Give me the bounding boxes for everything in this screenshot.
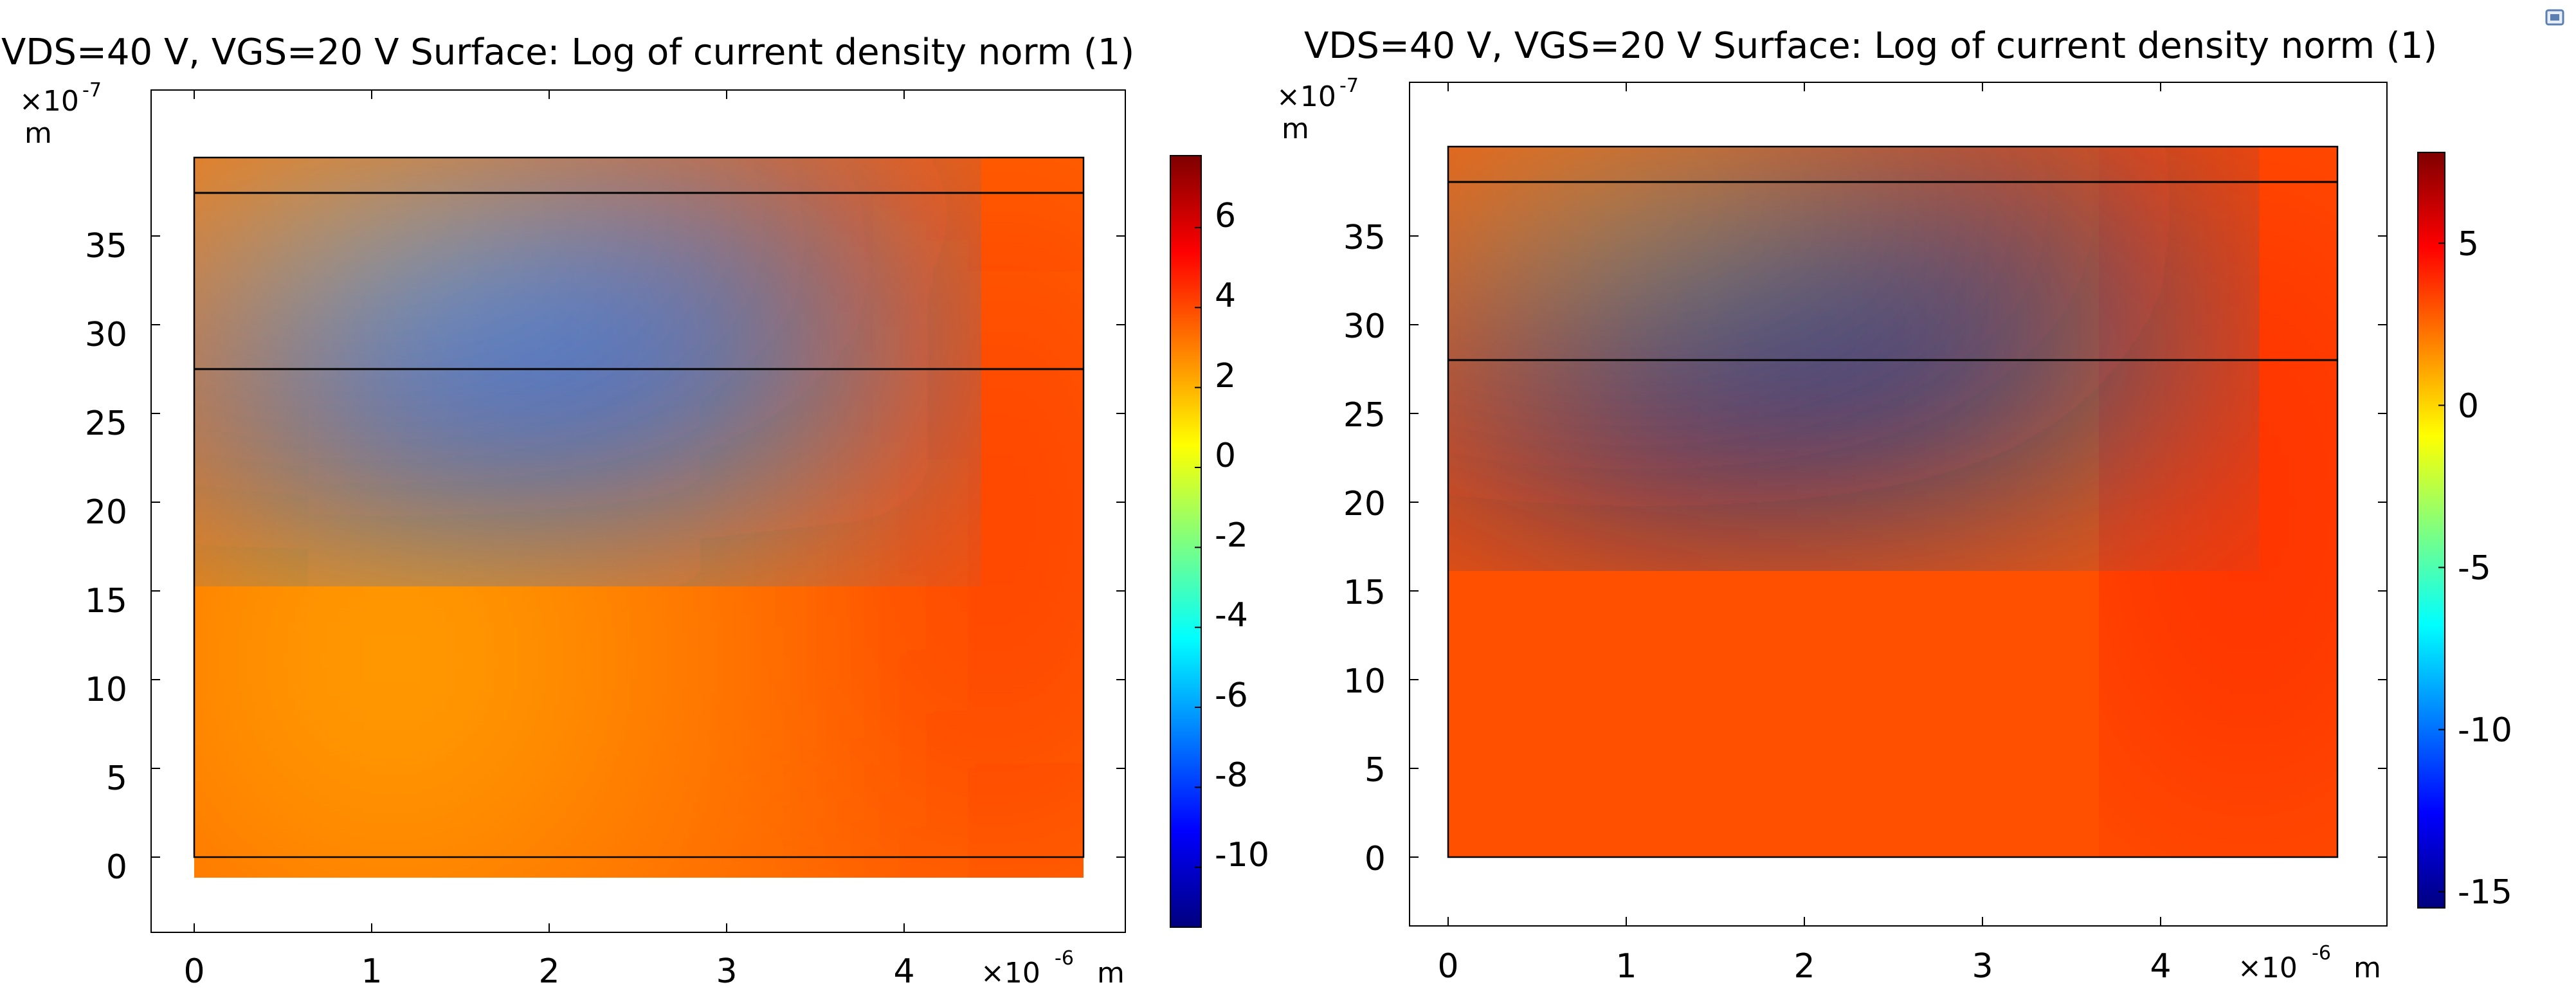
y-exponent-left: -7 bbox=[82, 79, 102, 102]
y-tick-label-left: 20 bbox=[85, 493, 127, 532]
y-unit-label-left: m bbox=[24, 117, 52, 150]
y-tick-label-left: 10 bbox=[85, 671, 127, 709]
y-tick-label-left: 35 bbox=[85, 227, 127, 266]
colorbar-label-left: -6 bbox=[1215, 676, 1248, 715]
x-exponent-right: -6 bbox=[2312, 942, 2331, 964]
inversion-overlay-left bbox=[194, 206, 640, 244]
x-tick-label-left: 1 bbox=[361, 952, 382, 991]
colorbar-gradient-left bbox=[1170, 155, 1202, 928]
x-tick-label-left: 3 bbox=[716, 952, 737, 991]
y-tick-label-left: 5 bbox=[106, 759, 127, 798]
domain-outline-right bbox=[1447, 145, 2339, 858]
depletion-region-left bbox=[194, 254, 814, 510]
plot-right-title: VDS=40 V, VGS=20 V Surface: Log of curre… bbox=[1304, 25, 2437, 67]
colorbar-label-right: 0 bbox=[2458, 387, 2479, 426]
x-unit-label-right: m bbox=[2354, 952, 2381, 984]
colorbar-label-left: 4 bbox=[1215, 276, 1236, 315]
x-ticks-left: 0 1 2 3 4 ×10 -6 m bbox=[183, 947, 1124, 991]
y-ticks-right: 0 5 10 15 20 25 30 35 bbox=[1343, 219, 1386, 878]
colorbar-label-left: 2 bbox=[1215, 357, 1236, 395]
x-multiplier-left: ×10 bbox=[981, 957, 1040, 990]
colorbar-left: -10 -8 -6 -4 -2 0 2 4 6 bbox=[1170, 155, 1269, 928]
x-tick-label-right: 1 bbox=[1615, 947, 1637, 986]
y-tick-label-right: 5 bbox=[1365, 751, 1386, 790]
y-ticks-left: 0 5 10 15 20 25 30 35 bbox=[85, 227, 127, 887]
y-tick-label-right: 35 bbox=[1343, 219, 1386, 257]
x-tick-label-left: 0 bbox=[183, 952, 204, 991]
y-tick-label-left: 30 bbox=[85, 316, 127, 354]
x-tick-label-left: 2 bbox=[538, 952, 559, 991]
plot-left: VDS=40 V, VGS=20 V Surface: Log of curre… bbox=[1, 32, 1269, 991]
gate-contact-left bbox=[374, 158, 527, 189]
colorbar-gradient-right bbox=[2417, 152, 2445, 909]
y-tick-label-left: 0 bbox=[106, 848, 127, 887]
drain-side-right bbox=[2141, 147, 2337, 857]
plot-right: VDS=40 V, VGS=20 V Surface: Log of curre… bbox=[1276, 25, 2512, 986]
domain-outline-left bbox=[193, 156, 1085, 858]
y-tick-label-left: 15 bbox=[85, 582, 127, 620]
tick-marks-right bbox=[1410, 82, 2387, 926]
x-tick-label-left: 4 bbox=[893, 952, 914, 991]
y-unit-right: ×10 -7 m bbox=[1276, 75, 1359, 145]
y-multiplier-left: ×10 bbox=[19, 85, 79, 118]
y-tick-label-right: 25 bbox=[1343, 396, 1386, 435]
y-unit-left: ×10 -7 m bbox=[19, 79, 102, 150]
y-tick-label-right: 15 bbox=[1343, 574, 1386, 612]
window-restore-icon[interactable] bbox=[2545, 9, 2564, 26]
colorbar-label-left: -4 bbox=[1215, 596, 1248, 635]
y-tick-label-right: 30 bbox=[1343, 307, 1386, 346]
depletion-top-right bbox=[1804, 147, 2116, 253]
x-exponent-left: -6 bbox=[1055, 947, 1074, 970]
colorbar-label-left: -10 bbox=[1215, 836, 1269, 874]
x-tick-label-right: 2 bbox=[1793, 947, 1815, 986]
y-tick-label-left: 25 bbox=[85, 404, 127, 443]
x-tick-label-right: 3 bbox=[1972, 947, 1993, 986]
y-tick-label-right: 20 bbox=[1343, 485, 1386, 523]
colorbar-label-left: -2 bbox=[1215, 516, 1248, 555]
colorbar-label-right: -15 bbox=[2458, 873, 2512, 912]
colorbar-label-left: 6 bbox=[1215, 197, 1236, 235]
depletion-region-right bbox=[1448, 239, 2092, 493]
surface-field-left bbox=[194, 158, 1084, 878]
gate-contact-right bbox=[1640, 147, 1783, 174]
y-tick-label-right: 10 bbox=[1343, 662, 1386, 701]
colorbar-right: -15 -10 -5 0 5 bbox=[2417, 152, 2512, 912]
tick-marks-left bbox=[151, 90, 1125, 932]
colorbar-label-left: 0 bbox=[1215, 437, 1236, 475]
drain-side-left bbox=[894, 158, 1084, 878]
plot-left-title: VDS=40 V, VGS=20 V Surface: Log of curre… bbox=[1, 32, 1134, 73]
x-ticks-right: 0 1 2 3 4 ×10 -6 m bbox=[1437, 942, 2381, 986]
colorbar-tick-marks-left bbox=[1195, 226, 1201, 868]
x-tick-label-right: 4 bbox=[2150, 947, 2171, 986]
colorbar-label-right: -10 bbox=[2458, 711, 2512, 750]
colorbar-label-right: -5 bbox=[2458, 549, 2491, 588]
x-tick-label-right: 0 bbox=[1437, 947, 1458, 986]
colorbar-label-left: -8 bbox=[1215, 756, 1248, 795]
y-exponent-right: -7 bbox=[1339, 75, 1359, 97]
y-multiplier-right: ×10 bbox=[1276, 80, 1336, 113]
inversion-overlay-right bbox=[1448, 192, 1889, 229]
y-unit-label-right: m bbox=[1282, 113, 1309, 145]
x-multiplier-right: ×10 bbox=[2238, 952, 2298, 984]
colorbar-label-right: 5 bbox=[2458, 225, 2479, 264]
x-unit-label-left: m bbox=[1097, 957, 1125, 990]
y-tick-label-right: 0 bbox=[1365, 840, 1386, 878]
colorbar-tick-marks-right bbox=[2438, 242, 2445, 892]
surface-field-right bbox=[1448, 147, 2337, 857]
